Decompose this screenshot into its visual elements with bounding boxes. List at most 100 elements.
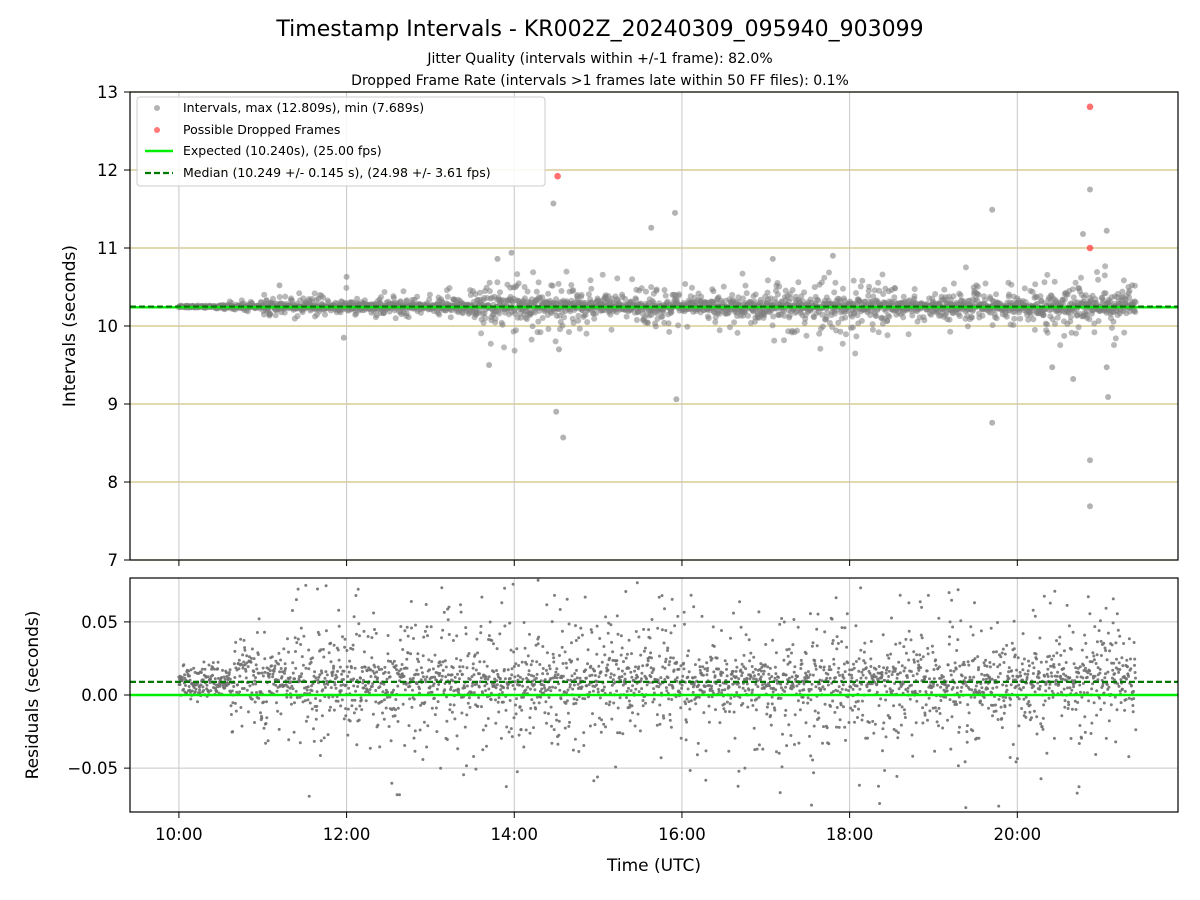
- residual-point: [666, 649, 669, 652]
- residual-point: [536, 578, 540, 582]
- residual-point: [633, 724, 637, 728]
- residual-point: [301, 663, 305, 667]
- interval-point: [426, 296, 433, 303]
- residual-point: [778, 622, 782, 626]
- residual-point: [498, 632, 502, 636]
- residual-point: [294, 598, 298, 602]
- residual-point: [860, 682, 864, 686]
- residual-point: [448, 708, 452, 712]
- residual-point: [625, 696, 628, 700]
- residual-point: [766, 702, 770, 706]
- residual-point: [685, 697, 689, 701]
- residual-point: [282, 647, 286, 651]
- residual-point: [752, 677, 756, 681]
- residual-point: [488, 620, 492, 624]
- residual-point: [568, 720, 571, 724]
- residual-point: [390, 781, 394, 785]
- interval-outlier-point: [560, 434, 567, 441]
- residual-point: [649, 666, 653, 670]
- residual-point: [325, 679, 329, 683]
- residual-point: [555, 667, 559, 671]
- residual-point: [234, 640, 238, 644]
- residual-point: [625, 652, 629, 656]
- residual-point: [781, 732, 784, 736]
- residual-point: [417, 660, 421, 664]
- interval-point: [566, 329, 572, 335]
- residual-point: [909, 638, 913, 642]
- residual-point: [530, 698, 534, 702]
- residual-point: [679, 664, 683, 668]
- residual-point: [253, 700, 257, 704]
- residual-point: [314, 717, 318, 721]
- residual-point: [773, 676, 777, 680]
- interval-point: [774, 291, 781, 298]
- interval-outlier-point: [343, 273, 350, 280]
- residual-point: [735, 665, 739, 669]
- residual-point: [406, 651, 410, 655]
- residual-point: [669, 656, 673, 660]
- interval-point: [1041, 279, 1048, 286]
- residual-point: [774, 651, 778, 655]
- interval-point: [816, 330, 823, 337]
- interval-point: [1067, 313, 1074, 320]
- residual-point: [253, 721, 256, 724]
- residual-point: [357, 622, 361, 626]
- residual-point: [547, 712, 550, 716]
- legend-box: [136, 96, 546, 187]
- residual-point: [886, 653, 889, 657]
- residual-point: [743, 689, 747, 693]
- residual-point: [352, 677, 356, 681]
- residual-point: [527, 673, 531, 676]
- residual-point: [774, 672, 778, 676]
- interval-point: [842, 314, 849, 321]
- residual-point: [624, 656, 628, 660]
- residual-point: [697, 695, 701, 699]
- residual-point: [757, 610, 761, 614]
- residual-point: [420, 671, 424, 675]
- residual-point: [437, 683, 441, 686]
- residual-point: [320, 671, 324, 675]
- residual-point: [368, 688, 372, 691]
- residual-point: [679, 706, 683, 710]
- residual-point: [753, 748, 757, 752]
- residual-point: [198, 688, 202, 692]
- interval-point: [879, 271, 886, 278]
- residual-point: [723, 710, 727, 713]
- residual-point: [705, 673, 709, 677]
- residual-point: [666, 676, 670, 680]
- residual-point: [392, 688, 395, 692]
- residual-point: [307, 648, 311, 652]
- residual-point: [857, 783, 861, 787]
- residual-point: [641, 699, 645, 702]
- residual-point: [851, 687, 855, 691]
- interval-point: [962, 264, 969, 271]
- residual-point: [350, 704, 354, 708]
- residual-point: [639, 677, 643, 681]
- residual-point: [694, 702, 698, 706]
- residual-point: [659, 756, 663, 760]
- residual-point: [537, 635, 541, 639]
- interval-point: [1049, 316, 1056, 323]
- interval-point: [1132, 309, 1139, 315]
- residual-point: [782, 658, 786, 662]
- residual-point: [720, 688, 724, 692]
- residual-point: [835, 725, 838, 729]
- residual-point: [386, 652, 390, 656]
- residual-point: [339, 704, 343, 708]
- residual-point: [351, 643, 355, 647]
- residual-point: [273, 667, 277, 670]
- residual-point: [194, 687, 198, 691]
- residual-point: [285, 695, 289, 699]
- residual-point: [416, 652, 420, 656]
- residual-point: [617, 667, 620, 671]
- residual-point: [304, 666, 308, 670]
- residual-point: [563, 726, 567, 730]
- residual-point: [444, 665, 448, 669]
- interval-point: [633, 296, 640, 303]
- interval-point: [1017, 315, 1024, 322]
- residual-point: [287, 738, 291, 742]
- interval-point: [480, 319, 487, 326]
- interval-point: [530, 269, 537, 276]
- residual-point: [441, 668, 445, 672]
- residual-point: [346, 733, 350, 737]
